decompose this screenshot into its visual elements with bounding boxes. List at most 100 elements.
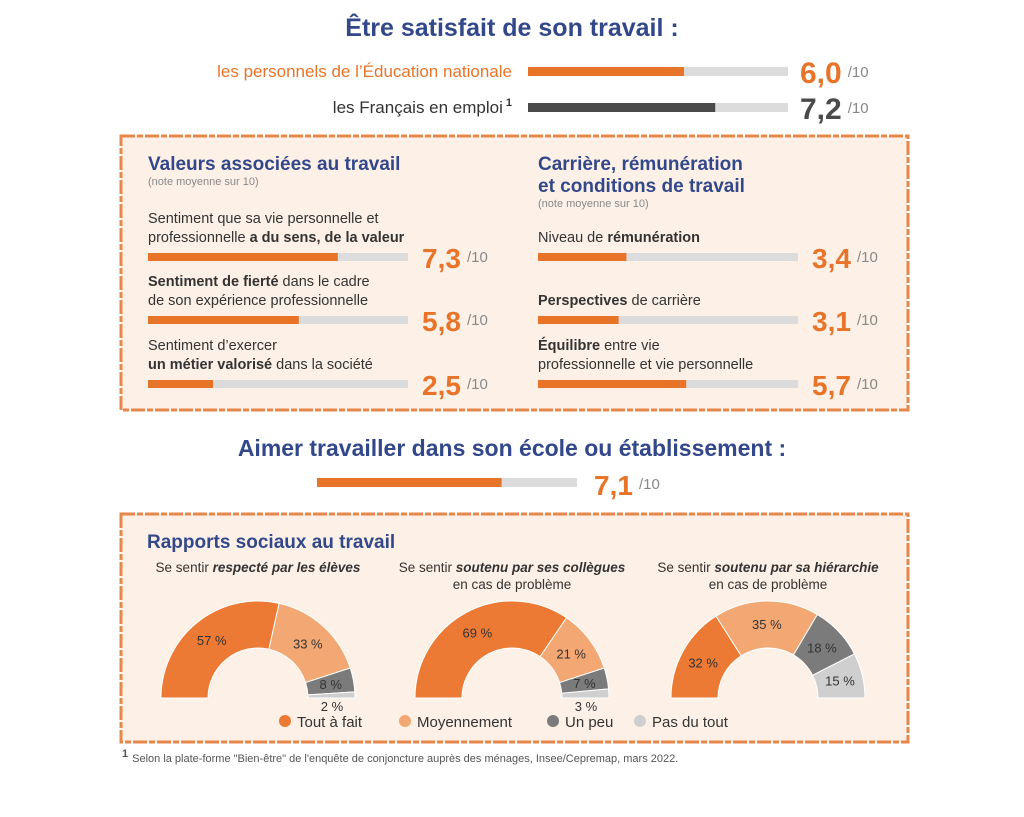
text-segment: entre vie <box>600 338 660 354</box>
bar <box>317 478 502 487</box>
section-title: Aimer travailler dans son école ou établ… <box>238 435 786 461</box>
legend-label: Pas du tout <box>652 714 729 731</box>
score-scale: /10 <box>857 249 878 266</box>
panel-subtitle: (note moyenne sur 10) <box>538 198 649 210</box>
bar <box>528 67 684 76</box>
text-segment: Se sentir <box>657 560 714 575</box>
text-segment: Sentiment que sa vie personnelle et <box>148 211 379 227</box>
score: 5,8 <box>422 306 461 337</box>
panel <box>119 134 910 412</box>
value-label: 57 % <box>197 633 227 648</box>
text-segment: Se sentir <box>156 560 213 575</box>
panel-subtitle: (note moyenne sur 10) <box>148 176 259 188</box>
bar <box>538 253 627 261</box>
text-segment: en cas de problème <box>453 577 572 592</box>
bar-track <box>538 253 798 261</box>
text-segment: Perspectives <box>538 293 627 309</box>
title: Être satisfait de son travail : <box>345 12 678 42</box>
panel-title: Valeurs associées au travail <box>148 154 400 175</box>
item-label: les personnels de l’Éducation nationale <box>217 62 512 81</box>
text-segment: de carrière <box>627 293 700 309</box>
value-label: 15 % <box>825 674 855 689</box>
label-line: Se sentir soutenu par ses collègues <box>399 560 626 575</box>
donut-segment <box>307 691 356 699</box>
donut-segment <box>811 653 866 699</box>
footnote: 1 Selon la plate-forme "Bien-être" de l'e… <box>122 748 678 765</box>
legend-swatch <box>399 715 411 727</box>
label-line: Sentiment que sa vie personnelle et <box>148 211 379 227</box>
text-segment: soutenu par sa hiérarchie <box>714 560 879 575</box>
footnote-mark: 1 <box>122 748 128 760</box>
score: 7,3 <box>422 243 461 274</box>
item-label: les Français en emploi 1 <box>333 97 512 117</box>
panel-title: et conditions de travail <box>538 176 745 197</box>
text-segment: dans le cadre <box>279 274 370 290</box>
label-line: Se sentir soutenu par sa hiérarchie <box>657 560 879 575</box>
score-scale: /10 <box>467 312 488 329</box>
value-label: 21 % <box>556 647 586 662</box>
text-segment: en cas de problème <box>709 577 828 592</box>
label-line: Sentiment de fierté dans le cadre <box>148 274 370 290</box>
bar-track <box>538 316 798 324</box>
label-line: un métier valorisé dans la société <box>148 357 373 373</box>
donut-segment <box>414 600 568 699</box>
legend-label: Un peu <box>565 714 613 731</box>
label-line: professionnelle a du sens, de la valeur <box>148 230 405 246</box>
score-scale: /10 <box>857 376 878 393</box>
text-segment: professionnelle et vie personnelle <box>538 357 753 373</box>
text-segment: un métier valorisé <box>148 357 272 373</box>
value-label: 69 % <box>463 626 493 641</box>
value-label: 35 % <box>752 617 782 632</box>
value-label: 8 % <box>319 677 342 692</box>
donut-segment <box>160 600 280 699</box>
score: 3,4 <box>812 243 851 274</box>
bar <box>148 380 213 388</box>
text-segment: Équilibre <box>538 337 600 354</box>
text-segment: Sentiment de fierté <box>148 274 279 290</box>
panel-title: Rapports sociaux au travail <box>147 532 395 553</box>
score-scale: /10 <box>639 476 660 493</box>
label-line: Niveau de rémunération <box>538 230 700 246</box>
value-label: 33 % <box>293 636 323 651</box>
score: 5,7 <box>812 370 851 401</box>
text-segment: a du sens, de la valeur <box>250 230 405 246</box>
text-segment: Niveau de <box>538 230 607 246</box>
bar <box>538 316 619 324</box>
panel-title: Carrière, rémunération <box>538 154 743 175</box>
text-segment: soutenu par ses collègues <box>456 560 626 575</box>
label-line: de son expérience professionnelle <box>148 293 368 309</box>
text-segment: dans la société <box>272 357 373 373</box>
label-line: Sentiment d’exercer <box>148 338 277 354</box>
legend-label: Moyennement <box>417 714 513 731</box>
score-scale: /10 <box>848 64 869 81</box>
text-segment: professionnelle <box>148 230 250 246</box>
text-segment: respecté par les élèves <box>213 560 361 575</box>
value-label: 32 % <box>688 655 718 670</box>
score-scale: /10 <box>467 249 488 266</box>
bar <box>538 380 687 388</box>
legend-swatch <box>547 715 559 727</box>
legend-label: Tout à fait <box>297 714 363 731</box>
value-label: 3 % <box>575 699 598 714</box>
legend-swatch <box>634 715 646 727</box>
label-line: Se sentir respecté par les élèves <box>156 560 361 575</box>
label-line: professionnelle et vie personnelle <box>538 357 753 373</box>
text-segment: rémunération <box>607 230 700 246</box>
label-line: en cas de problème <box>709 577 828 592</box>
footnote-text: Selon la plate-forme "Bien-être" de l'en… <box>132 753 678 765</box>
donut-segment <box>561 688 610 699</box>
text-segment: Se sentir <box>399 560 456 575</box>
value-label: 7 % <box>573 676 596 691</box>
bar <box>148 253 338 261</box>
label-line: Perspectives de carrière <box>538 293 701 309</box>
label-line: en cas de problème <box>453 577 572 592</box>
legend-swatch <box>279 715 291 727</box>
value-label: 18 % <box>807 640 837 655</box>
label-text: les Français en emploi <box>333 98 503 117</box>
text-segment: de son expérience professionnelle <box>148 293 368 309</box>
bar-track <box>148 380 408 388</box>
score: 7,2 <box>800 93 842 126</box>
text-segment: Sentiment d’exercer <box>148 338 277 354</box>
value-label: 2 % <box>321 699 344 714</box>
score: 2,5 <box>422 370 461 401</box>
